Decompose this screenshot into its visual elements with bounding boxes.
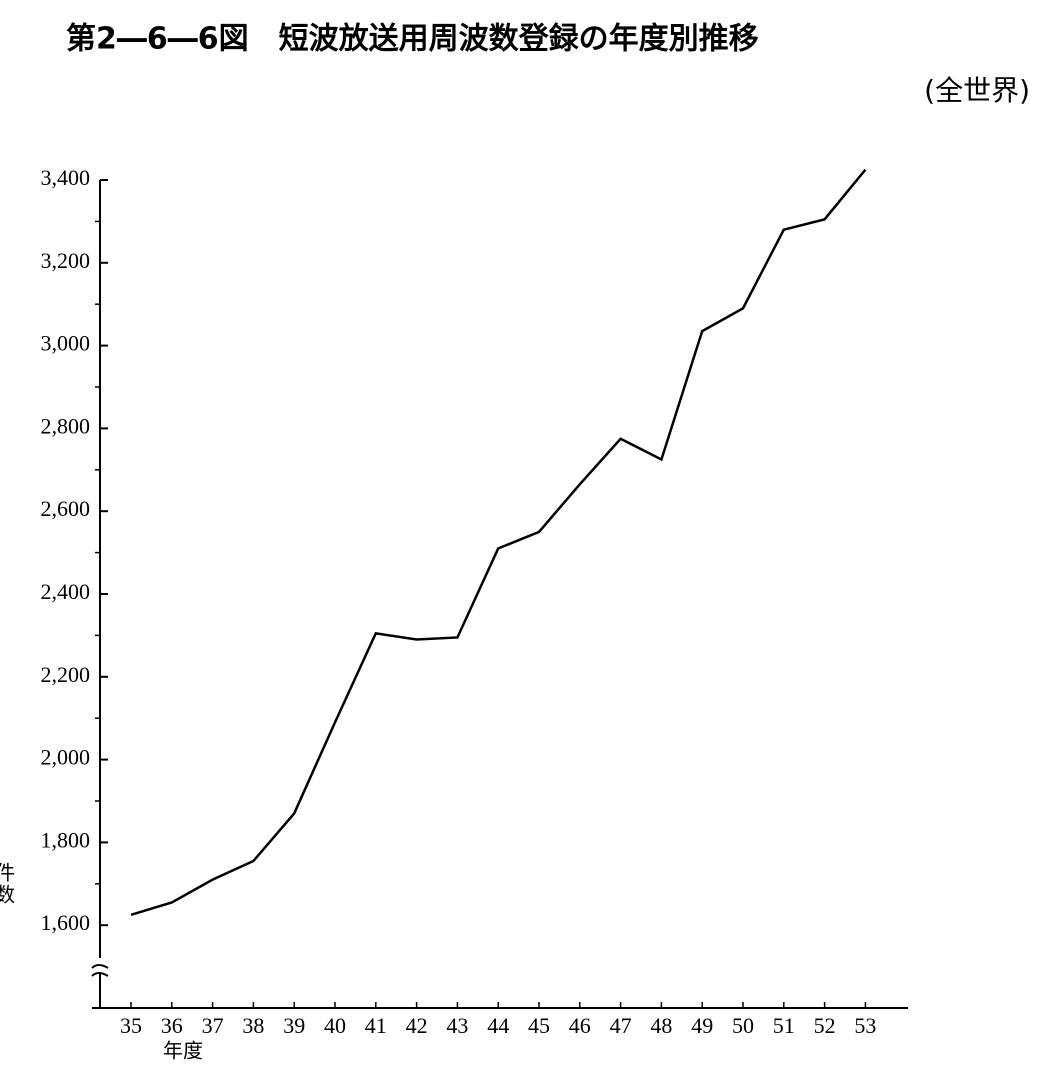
y-tick-label: 2,400 bbox=[41, 579, 91, 604]
x-tick-label: 50 bbox=[732, 1013, 754, 1038]
x-tick-label: 44 bbox=[487, 1013, 509, 1038]
x-tick-label: 48 bbox=[650, 1013, 672, 1038]
x-tick-label: 47 bbox=[610, 1013, 632, 1038]
x-tick-label: 39 bbox=[283, 1013, 305, 1038]
x-axis-label: 年度 bbox=[163, 1039, 203, 1063]
y-tick-label: 2,600 bbox=[41, 496, 91, 521]
y-axis-label: 件数 bbox=[0, 862, 16, 906]
y-tick-label: 3,000 bbox=[41, 331, 91, 356]
data-line bbox=[130, 168, 867, 917]
y-tick-label: 1,800 bbox=[41, 827, 91, 852]
chart-subtitle: (全世界) bbox=[924, 74, 1030, 107]
x-tick-label: 43 bbox=[446, 1013, 468, 1038]
x-tick-label: 36 bbox=[161, 1013, 183, 1038]
x-tick-label: 38 bbox=[242, 1013, 264, 1038]
y-tick-label: 3,200 bbox=[41, 248, 91, 273]
x-tick-label: 49 bbox=[691, 1013, 713, 1038]
x-tick-label: 37 bbox=[202, 1013, 224, 1038]
x-tick-label: 52 bbox=[814, 1013, 836, 1038]
x-tick-label: 53 bbox=[854, 1013, 876, 1038]
x-tick-label: 45 bbox=[528, 1013, 550, 1038]
y-tick-label: 3,400 bbox=[41, 165, 91, 190]
x-tick-label: 51 bbox=[773, 1013, 795, 1038]
y-tick-label: 1,600 bbox=[41, 910, 91, 935]
x-tick-label: 40 bbox=[324, 1013, 346, 1038]
x-tick-label: 35 bbox=[120, 1013, 142, 1038]
x-tick-label: 42 bbox=[406, 1013, 428, 1038]
chart-title: 第2―6―6図 短波放送用周波数登録の年度別推移 bbox=[66, 22, 759, 57]
x-tick-label: 41 bbox=[365, 1013, 387, 1038]
y-tick-label: 2,800 bbox=[41, 413, 91, 438]
y-tick-label: 2,200 bbox=[41, 662, 91, 687]
x-tick-label: 46 bbox=[569, 1013, 591, 1038]
y-tick-label: 2,000 bbox=[41, 745, 91, 770]
